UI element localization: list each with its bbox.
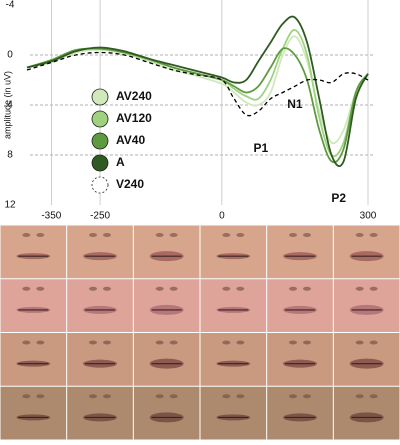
line-series <box>26 51 369 117</box>
y-tick-label: 12 <box>4 200 16 211</box>
nostril <box>303 394 311 399</box>
face-photo <box>0 333 67 386</box>
legend-label: AV40 <box>116 133 145 147</box>
nostril <box>22 286 31 291</box>
x-tick-label: 0 <box>219 211 225 222</box>
nostril <box>236 286 245 291</box>
face-photo <box>200 279 267 332</box>
nostril <box>236 233 245 237</box>
legend-swatch <box>91 88 109 106</box>
nostril <box>22 394 31 399</box>
y-tick-label: 4 <box>7 100 13 111</box>
nostril <box>289 394 297 399</box>
nostril <box>303 340 311 345</box>
y-tick-label: 8 <box>7 150 13 161</box>
line-series <box>26 47 369 164</box>
face-photo <box>67 225 133 279</box>
nostril <box>89 394 97 399</box>
nostril <box>222 340 231 345</box>
nostril <box>355 233 364 237</box>
face-photo <box>267 333 333 386</box>
face-photo <box>67 333 133 386</box>
face-photo <box>267 386 333 440</box>
face-photo <box>267 225 333 279</box>
face-photo <box>200 386 267 440</box>
line-series <box>26 15 369 168</box>
nostril <box>289 340 297 345</box>
nostril <box>169 286 178 291</box>
nostril <box>89 340 97 345</box>
nostril <box>155 286 164 291</box>
nostril <box>155 340 164 345</box>
nostril <box>236 394 245 399</box>
nostril <box>103 394 111 399</box>
nostril <box>89 233 97 237</box>
nostril <box>369 286 378 291</box>
nostril <box>355 286 364 291</box>
legend-label: A <box>116 155 125 169</box>
nostril <box>169 394 178 399</box>
nostril <box>22 340 31 345</box>
y-tick-label: 0 <box>7 50 13 61</box>
nostril <box>222 394 231 399</box>
line-series <box>26 35 369 145</box>
face-photo <box>67 386 133 440</box>
face-photo <box>0 279 67 332</box>
legend-swatch <box>91 110 109 128</box>
nostril <box>303 233 311 237</box>
x-tick-label: -250 <box>90 211 110 222</box>
face-photo <box>0 386 67 440</box>
legend-swatch <box>91 176 109 194</box>
nostril <box>289 286 297 291</box>
y-axis-label: amplitude (in uV) <box>2 71 12 139</box>
nostril <box>155 394 164 399</box>
nostril <box>155 233 164 237</box>
nostril <box>369 394 378 399</box>
face-photo <box>200 333 267 386</box>
nostril <box>369 233 378 237</box>
nostril <box>36 233 45 237</box>
nostril <box>22 233 31 237</box>
nostril <box>169 340 178 345</box>
legend-label: V240 <box>116 177 144 191</box>
nostril <box>103 286 111 291</box>
annotation: P2 <box>331 191 346 205</box>
nostril <box>303 286 311 291</box>
nostril <box>36 340 45 345</box>
face-photo <box>267 279 333 332</box>
annotation: N1 <box>287 97 303 111</box>
legend-swatch <box>91 132 109 150</box>
nostril <box>236 340 245 345</box>
nostril <box>103 233 111 237</box>
face-photo <box>0 225 67 279</box>
nostril <box>169 233 178 237</box>
face-photo <box>200 225 267 279</box>
nostril <box>36 394 45 399</box>
x-tick-label: 300 <box>360 211 377 222</box>
legend-swatch <box>91 154 109 172</box>
x-tick-label: -350 <box>41 211 61 222</box>
nostril <box>355 394 364 399</box>
nostril <box>289 233 297 237</box>
nostril <box>369 340 378 345</box>
nostril <box>103 340 111 345</box>
nostril <box>222 286 231 291</box>
legend-label: AV240 <box>116 89 152 103</box>
face-photo <box>67 279 133 332</box>
annotation: P1 <box>253 141 268 155</box>
y-tick-label: -4 <box>6 0 15 11</box>
nostril <box>36 286 45 291</box>
nostril <box>355 340 364 345</box>
nostril <box>89 286 97 291</box>
photo-grid <box>0 225 400 440</box>
legend-label: AV120 <box>116 111 152 125</box>
nostril <box>222 233 231 237</box>
